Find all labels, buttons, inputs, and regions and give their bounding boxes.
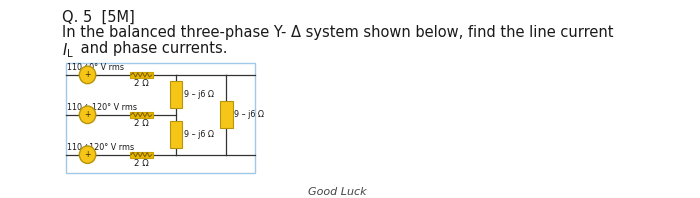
Bar — [130, 72, 153, 78]
Circle shape — [79, 106, 96, 124]
Text: +: + — [85, 110, 91, 119]
Bar — [130, 152, 153, 158]
Text: 110∠120° V rms: 110∠120° V rms — [67, 143, 134, 152]
Text: $I_\mathrm{L}$: $I_\mathrm{L}$ — [62, 41, 74, 60]
Text: 2 Ω: 2 Ω — [134, 119, 148, 128]
Text: 9 – j6 Ω: 9 – j6 Ω — [184, 90, 214, 99]
Text: +: + — [85, 150, 91, 159]
Text: +: + — [85, 70, 91, 79]
Text: Q. 5  [5M]: Q. 5 [5M] — [62, 10, 135, 25]
Text: 9 – j6 Ω: 9 – j6 Ω — [184, 130, 214, 139]
Bar — [169, 81, 183, 108]
Text: In the balanced three-phase Y- Δ system shown below, find the line current: In the balanced three-phase Y- Δ system … — [62, 25, 613, 40]
Text: 110∠0° V rms: 110∠0° V rms — [67, 63, 125, 72]
Text: and phase currents.: and phase currents. — [76, 41, 228, 56]
Text: 2 Ω: 2 Ω — [134, 159, 148, 168]
Bar — [220, 101, 232, 129]
Bar — [169, 121, 183, 148]
Bar — [66, 63, 256, 173]
Text: 2 Ω: 2 Ω — [134, 79, 148, 88]
Text: 9 – j6 Ω: 9 – j6 Ω — [234, 110, 265, 119]
Text: Good Luck: Good Luck — [308, 187, 367, 197]
Circle shape — [79, 66, 96, 84]
Bar — [130, 112, 153, 118]
Circle shape — [79, 146, 96, 163]
Text: 110∠-120° V rms: 110∠-120° V rms — [67, 103, 137, 112]
